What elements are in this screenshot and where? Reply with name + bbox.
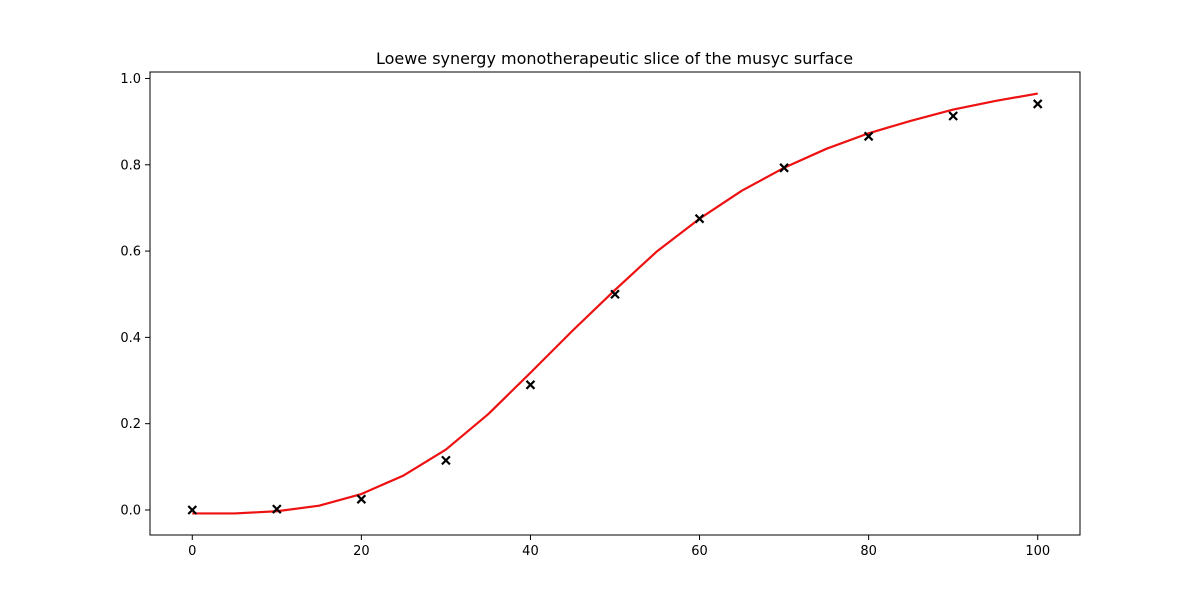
data-point-marker [1032,99,1043,109]
data-point-marker [610,289,620,300]
data-point-stroke [863,131,874,142]
data-point-marker [441,455,451,466]
x-tick-label: 80 [860,544,877,559]
x-tick-label: 60 [691,544,708,559]
data-point-marker [272,504,282,514]
data-point-marker [694,213,705,224]
y-tick-label: 0.2 [120,417,141,432]
plot-area: 0 20 40 60 80 100 0.0 0.2 0.4 0.6 0.8 1.0 [120,71,1081,559]
data-point-stroke [610,289,620,300]
y-tick-label: 0.6 [120,245,141,260]
data-point-stroke [948,111,958,121]
data-point-stroke [1032,99,1043,109]
data-point-marker [779,163,789,173]
data-point-marker [948,111,958,121]
data-point-marker [863,131,874,142]
x-tick-label: 40 [522,544,539,559]
y-tick-label: 1.0 [120,72,141,87]
data-point-stroke [694,213,705,224]
data-point-marker [187,505,198,515]
fit-curve-line [192,92,1038,515]
data-point-stroke [187,505,198,515]
y-tick-label: 0.0 [120,503,141,518]
axes-frame [149,71,1081,536]
x-tick-label: 20 [353,544,370,559]
y-tick-label: 0.4 [120,331,141,346]
x-tick-label: 0 [188,544,196,559]
y-tick-label: 0.8 [120,158,141,173]
data-point-stroke [525,380,536,390]
x-tick-label: 100 [1025,544,1050,559]
data-point-marker [525,380,536,390]
data-point-marker [356,494,367,504]
data-point-stroke [441,455,451,466]
data-point-stroke [779,163,789,173]
chart-title: Loewe synergy monotherapeutic slice of t… [376,49,853,68]
data-point-stroke [356,494,367,504]
data-point-stroke [272,504,282,514]
